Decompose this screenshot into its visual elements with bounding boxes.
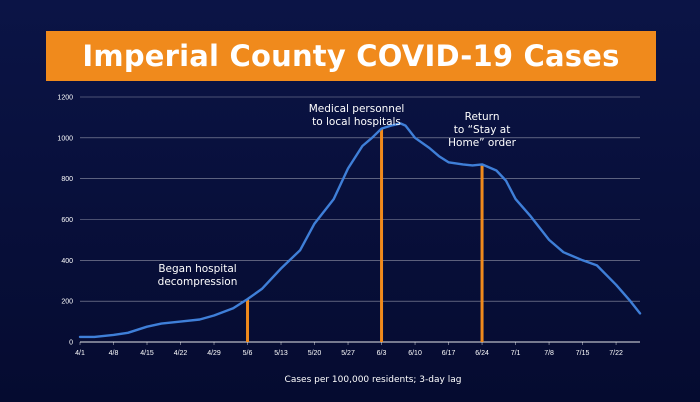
- data-point: [160, 322, 163, 325]
- data-point: [471, 164, 474, 167]
- x-axis-tick-labels: 4/1 4/8 4/15 4/22 4/29 5/6 5/13 5/20 5/27 6/3 6/10…: [75, 342, 623, 357]
- data-point: [581, 259, 584, 262]
- data-point: [505, 179, 507, 182]
- data-point: [198, 318, 201, 321]
- data-point: [246, 298, 249, 301]
- y-tick-label: 600: [61, 217, 73, 224]
- x-tick-label: 4/1: [75, 350, 85, 357]
- data-point: [529, 214, 531, 217]
- data-point: [179, 320, 182, 323]
- data-point: [548, 239, 550, 241]
- data-point: [260, 288, 263, 290]
- data-point: [332, 198, 335, 200]
- y-tick-label: 200: [61, 299, 73, 306]
- annotation-text: to “Stay at: [454, 124, 511, 136]
- data-point: [79, 335, 81, 338]
- x-tick-label: 4/15: [140, 350, 154, 357]
- x-tick-label: 6/17: [442, 350, 456, 357]
- data-point: [112, 333, 115, 336]
- data-point: [361, 145, 364, 147]
- data-point: [232, 307, 235, 310]
- x-tick-label: 5/6: [243, 350, 253, 357]
- data-point: [438, 155, 440, 158]
- x-tick-label: 5/20: [308, 350, 322, 357]
- annotation-text: to local hospitals: [312, 116, 401, 128]
- data-point: [299, 249, 302, 252]
- x-tick-label: 6/3: [377, 350, 387, 357]
- data-point: [280, 267, 282, 270]
- data-point: [213, 314, 215, 317]
- y-tick-label: 1200: [57, 95, 73, 102]
- data-point: [126, 331, 129, 334]
- x-tick-label: 4/29: [207, 350, 221, 357]
- data-point: [399, 122, 402, 125]
- event-markers: [246, 128, 484, 342]
- x-tick-label: 7/1: [511, 350, 521, 357]
- y-axis-tick-labels: 0 200 400 600 800 1000 1200: [57, 95, 73, 347]
- data-point: [562, 251, 565, 254]
- gridlines: [80, 96, 640, 343]
- data-point: [596, 264, 598, 267]
- data-point: [447, 161, 450, 164]
- y-tick-label: 400: [61, 258, 73, 265]
- title-banner: Imperial County COVID-19 Cases: [46, 31, 656, 81]
- data-point: [414, 136, 416, 139]
- x-tick-label: 6/10: [408, 350, 422, 357]
- data-point: [93, 335, 96, 338]
- data-point: [462, 163, 464, 166]
- y-tick-label: 1000: [57, 135, 73, 142]
- data-point: [495, 169, 498, 172]
- annotation-text: Began hospital: [158, 263, 236, 275]
- y-tick-label: 0: [69, 340, 73, 347]
- annotation-text: Medical personnel: [309, 103, 405, 115]
- x-tick-label: 7/15: [576, 350, 590, 357]
- x-tick-label: 7/22: [609, 350, 623, 357]
- data-point: [146, 325, 148, 328]
- data-point: [371, 136, 373, 139]
- data-point: [428, 147, 431, 149]
- series-layer: [78, 122, 642, 339]
- annotation-text: Return: [465, 111, 500, 123]
- data-point: [313, 222, 316, 225]
- x-tick-label: 7/8: [544, 350, 554, 357]
- series-line: [78, 122, 642, 339]
- data-point: [380, 127, 383, 130]
- y-tick-label: 800: [61, 176, 73, 183]
- x-tick-label: 5/27: [341, 350, 355, 357]
- chart-title: Imperial County COVID-19 Cases: [82, 39, 620, 73]
- data-point: [629, 300, 632, 303]
- data-point: [390, 124, 393, 127]
- data-point: [514, 198, 517, 200]
- data-point: [481, 163, 483, 166]
- data-point: [347, 167, 349, 170]
- annotation-text: Home” order: [448, 137, 516, 149]
- data-point: [615, 283, 617, 286]
- x-axis-label: Cases per 100,000 residents; 3-day lag: [285, 375, 462, 385]
- annotation-text: decompression: [158, 276, 238, 288]
- data-point: [639, 312, 641, 315]
- x-tick-label: 6/24: [475, 350, 489, 357]
- x-tick-label: 5/13: [274, 350, 288, 357]
- data-point: [404, 124, 407, 127]
- x-tick-label: 4/22: [174, 350, 188, 357]
- x-tick-label: 4/8: [109, 350, 119, 357]
